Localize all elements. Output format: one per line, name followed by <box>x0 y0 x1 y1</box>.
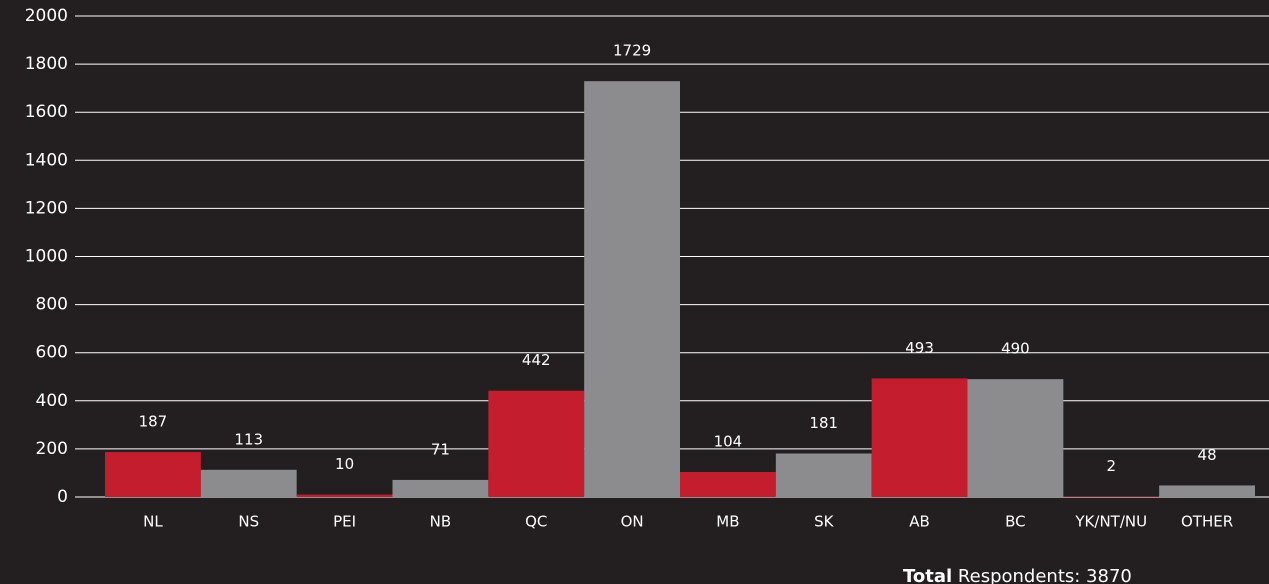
footnote: Total Respondents: 3870 <box>903 566 1132 584</box>
bar <box>200 469 297 497</box>
x-tick-label: PEI <box>333 513 356 531</box>
value-label: 1729 <box>613 42 651 60</box>
x-tick-label: MB <box>716 513 739 531</box>
value-label: 2 <box>1106 457 1116 475</box>
value-label: 71 <box>431 440 450 458</box>
value-label: 187 <box>139 413 168 431</box>
value-label: 442 <box>522 351 551 369</box>
y-tick-label: 800 <box>36 295 68 315</box>
bar <box>871 378 968 497</box>
bar <box>584 81 680 497</box>
value-label: 48 <box>1198 446 1217 464</box>
bar <box>488 390 585 497</box>
x-tick-label: SK <box>814 513 835 531</box>
bar <box>967 379 1064 497</box>
value-label: 490 <box>1001 340 1030 358</box>
y-tick-label: 2000 <box>25 6 68 26</box>
x-tick-label: BC <box>1005 513 1026 531</box>
y-tick-label: 600 <box>36 343 68 363</box>
y-tick-label: 1000 <box>25 247 68 267</box>
bar <box>775 453 872 497</box>
bar <box>105 452 201 497</box>
y-tick-label: 400 <box>36 391 68 411</box>
x-tick-label: NL <box>143 513 163 531</box>
y-tick-label: 1600 <box>25 102 68 122</box>
y-tick-label: 0 <box>57 487 68 507</box>
value-label: 181 <box>809 414 838 432</box>
bar <box>1159 485 1255 497</box>
footnote-bold: Total <box>903 566 952 584</box>
x-tick-label: NB <box>430 513 452 531</box>
x-tick-label: OTHER <box>1181 513 1233 531</box>
y-tick-label: 200 <box>36 439 68 459</box>
bar <box>680 471 776 497</box>
x-tick-label: NS <box>238 513 259 531</box>
bar <box>392 479 489 497</box>
y-tick-label: 1400 <box>25 150 68 170</box>
y-tick-label: 1800 <box>25 54 68 74</box>
x-tick-label: AB <box>909 513 930 531</box>
value-label: 104 <box>714 432 743 450</box>
x-tick-label: ON <box>621 513 644 531</box>
bar <box>296 494 393 497</box>
x-tick-label: YK/NT/NU <box>1074 513 1147 531</box>
footnote-text: Respondents: 3870 <box>958 566 1132 584</box>
value-label: 493 <box>905 339 934 357</box>
y-tick-label: 1200 <box>25 198 68 218</box>
x-tick-label: QC <box>525 513 547 531</box>
value-label: 113 <box>234 430 263 448</box>
value-label: 10 <box>335 455 354 473</box>
